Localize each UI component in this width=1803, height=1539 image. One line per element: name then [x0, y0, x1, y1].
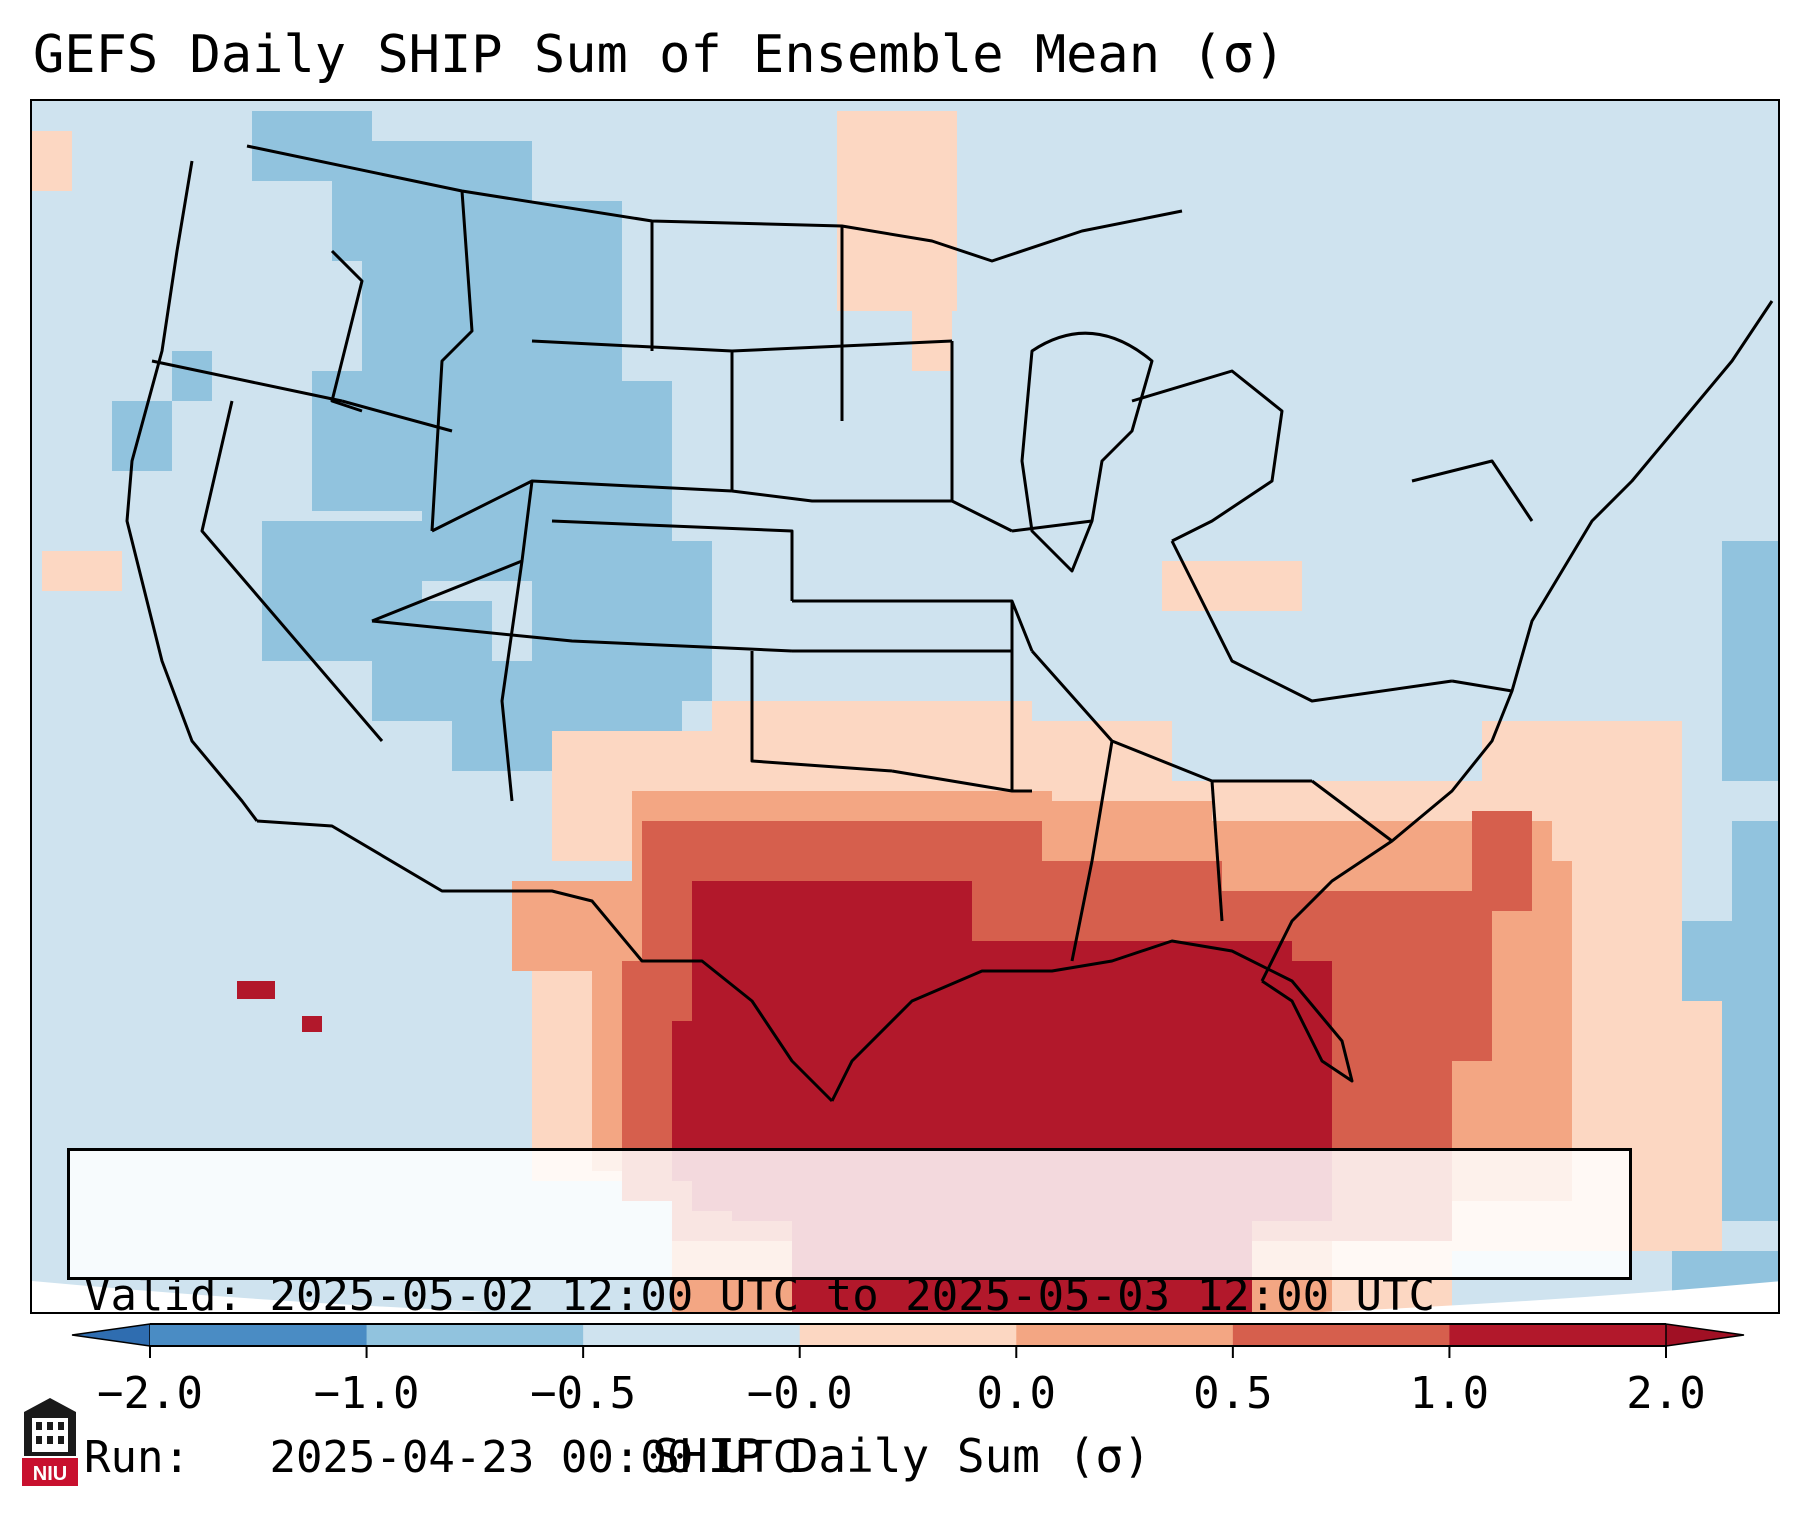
colorbar-tick-label: −0.5	[530, 1368, 636, 1419]
chart-title: GEFS Daily SHIP Sum of Ensemble Mean (σ)	[33, 25, 1286, 85]
colorbar-ticks: −2.0 −1.0 −0.5 −0.0 0.0 0.5 1.0 2.0	[97, 1346, 1706, 1419]
colorbar-extend-high	[1665, 1323, 1745, 1347]
colorbar-tick-label: 0.0	[977, 1368, 1056, 1419]
colorbar-segment	[1232, 1324, 1450, 1346]
colorbar-segments	[71, 1323, 1745, 1347]
colorbar-tick-label: 1.0	[1410, 1368, 1489, 1419]
valid-value: 2025-05-02 12:00 UTC to 2025-05-03 12:00…	[269, 1270, 1436, 1321]
niu-logo: NIU	[22, 1398, 78, 1486]
run-label: Run:	[84, 1432, 190, 1483]
map-canvas	[32, 101, 1778, 1312]
colorbar-tick-label: 0.5	[1193, 1368, 1272, 1419]
colorbar-segment	[1016, 1324, 1234, 1346]
colorbar-extend-low	[71, 1323, 151, 1347]
canada-border	[246, 144, 1183, 263]
colorbar-tick-label: 2.0	[1626, 1368, 1705, 1419]
logo-text: NIU	[33, 1463, 67, 1485]
colorbar-tick-label: −1.0	[314, 1368, 420, 1419]
colorbar: −2.0 −1.0 −0.5 −0.0 0.0 0.5 1.0 2.0	[71, 1323, 1745, 1419]
mexico-border	[256, 819, 834, 1103]
map-panel	[30, 99, 1780, 1314]
gulf-coastline	[830, 939, 1354, 1102]
run-line: Run: 2025-04-23 00:00 UTC	[84, 1431, 1615, 1485]
valid-label: Valid:	[84, 1270, 243, 1321]
colorbar-label: SHIP Daily Sum (σ)	[652, 1429, 1151, 1483]
lake-michigan	[1020, 331, 1154, 573]
west-coastline	[125, 160, 259, 822]
colorbar-segment	[366, 1324, 584, 1346]
colorbar-tick-label: −2.0	[97, 1368, 203, 1419]
projection-edge	[32, 1281, 1778, 1312]
boundary-lines	[125, 144, 1774, 1103]
valid-run-info-box: Valid: 2025-05-02 12:00 UTC to 2025-05-0…	[67, 1148, 1632, 1483]
east-coastline	[1260, 300, 1774, 982]
colorbar-outline	[150, 1323, 1666, 1347]
colorbar-segment	[150, 1324, 368, 1346]
valid-line: Valid: 2025-05-02 12:00 UTC to 2025-05-0…	[84, 1269, 1615, 1323]
colorbar-segment	[1449, 1324, 1667, 1346]
colorbar-segment	[799, 1324, 1017, 1346]
run-value: 2025-04-23 00:00 UTC	[269, 1432, 800, 1483]
colorbar-segment	[583, 1324, 801, 1346]
colorbar-tick-label: −0.0	[747, 1368, 853, 1419]
lakes-huron-erie	[1131, 369, 1284, 543]
